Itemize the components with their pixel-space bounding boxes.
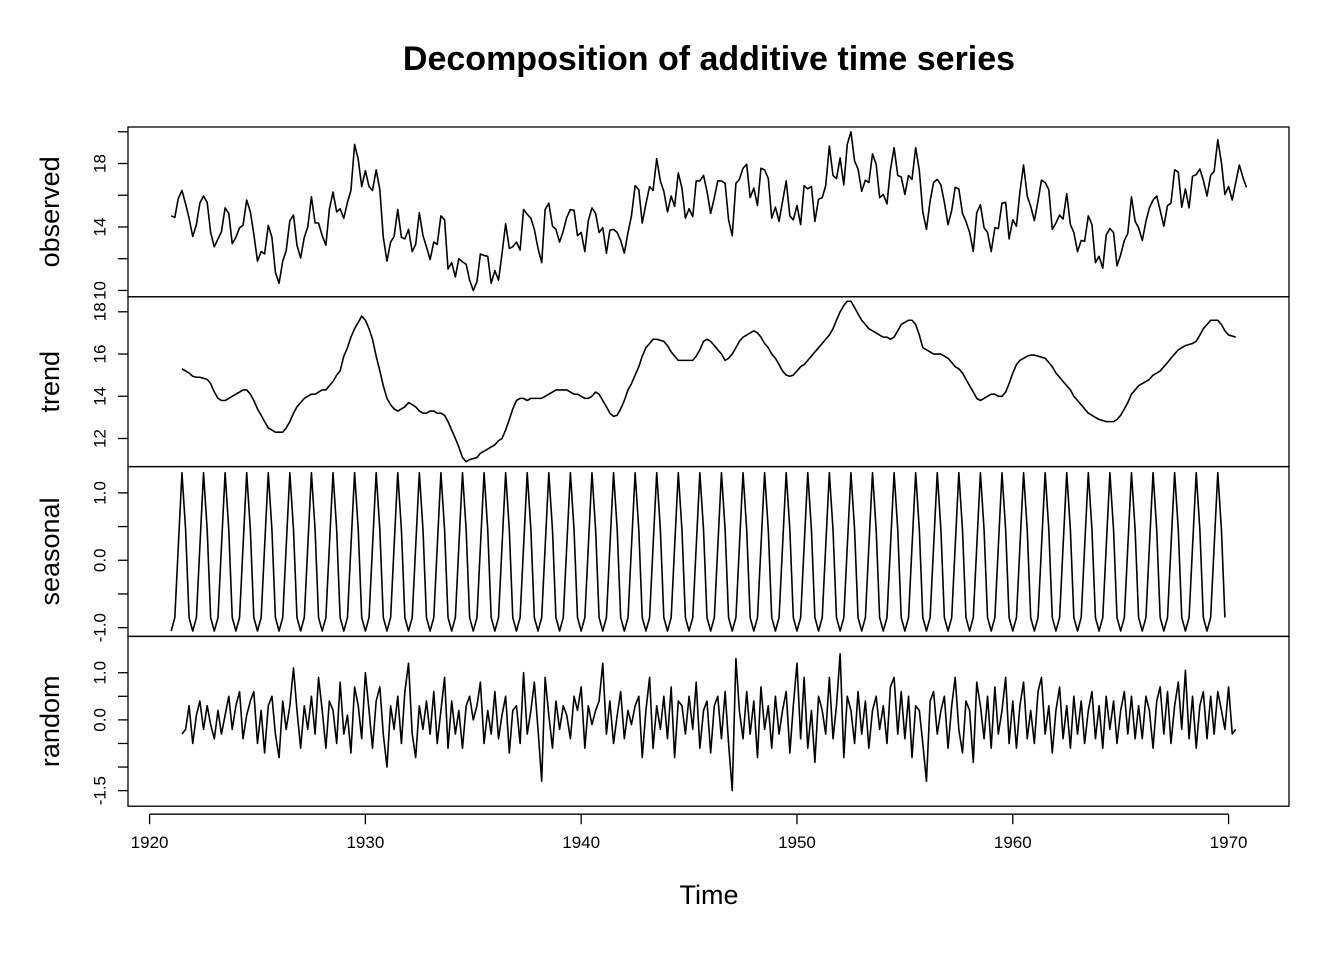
chart-title: Decomposition of additive time series xyxy=(403,40,1015,78)
series-line xyxy=(181,300,1236,463)
y-tick-label: 12 xyxy=(91,429,110,448)
y-tick-label: 0.0 xyxy=(91,548,110,572)
x-tick-label: 1920 xyxy=(131,833,169,852)
x-tick-label: 1930 xyxy=(346,833,384,852)
x-tick-label: 1960 xyxy=(994,833,1032,852)
x-tick-label: 1940 xyxy=(562,833,600,852)
y-tick-label: 1.0 xyxy=(91,661,110,685)
panel-label: trend xyxy=(35,351,65,413)
y-tick-label: 14 xyxy=(91,387,110,406)
panel-label: random xyxy=(35,676,65,768)
panel-frame xyxy=(127,126,1290,298)
panel-label: observed xyxy=(35,156,65,267)
y-tick-label: 0.0 xyxy=(91,708,110,732)
series-line xyxy=(181,653,1237,792)
x-tick-label: 1970 xyxy=(1210,833,1248,852)
y-tick-label: -1.5 xyxy=(91,776,110,805)
y-tick-label: 18 xyxy=(91,154,110,173)
panel-frame xyxy=(127,635,1290,807)
y-tick-label: 16 xyxy=(91,345,110,364)
y-tick-label: 10 xyxy=(91,281,110,300)
y-tick-label: 1.0 xyxy=(91,481,110,505)
x-axis-label: Time xyxy=(680,880,739,910)
panel-label: seasonal xyxy=(35,497,65,605)
y-tick-label: -1.0 xyxy=(91,613,110,642)
series-line xyxy=(170,471,1226,632)
y-tick-label: 18 xyxy=(91,302,110,321)
y-tick-label: 14 xyxy=(91,218,110,237)
panel-frame xyxy=(127,296,1290,468)
x-tick-label: 1950 xyxy=(778,833,816,852)
series-line xyxy=(170,130,1248,292)
